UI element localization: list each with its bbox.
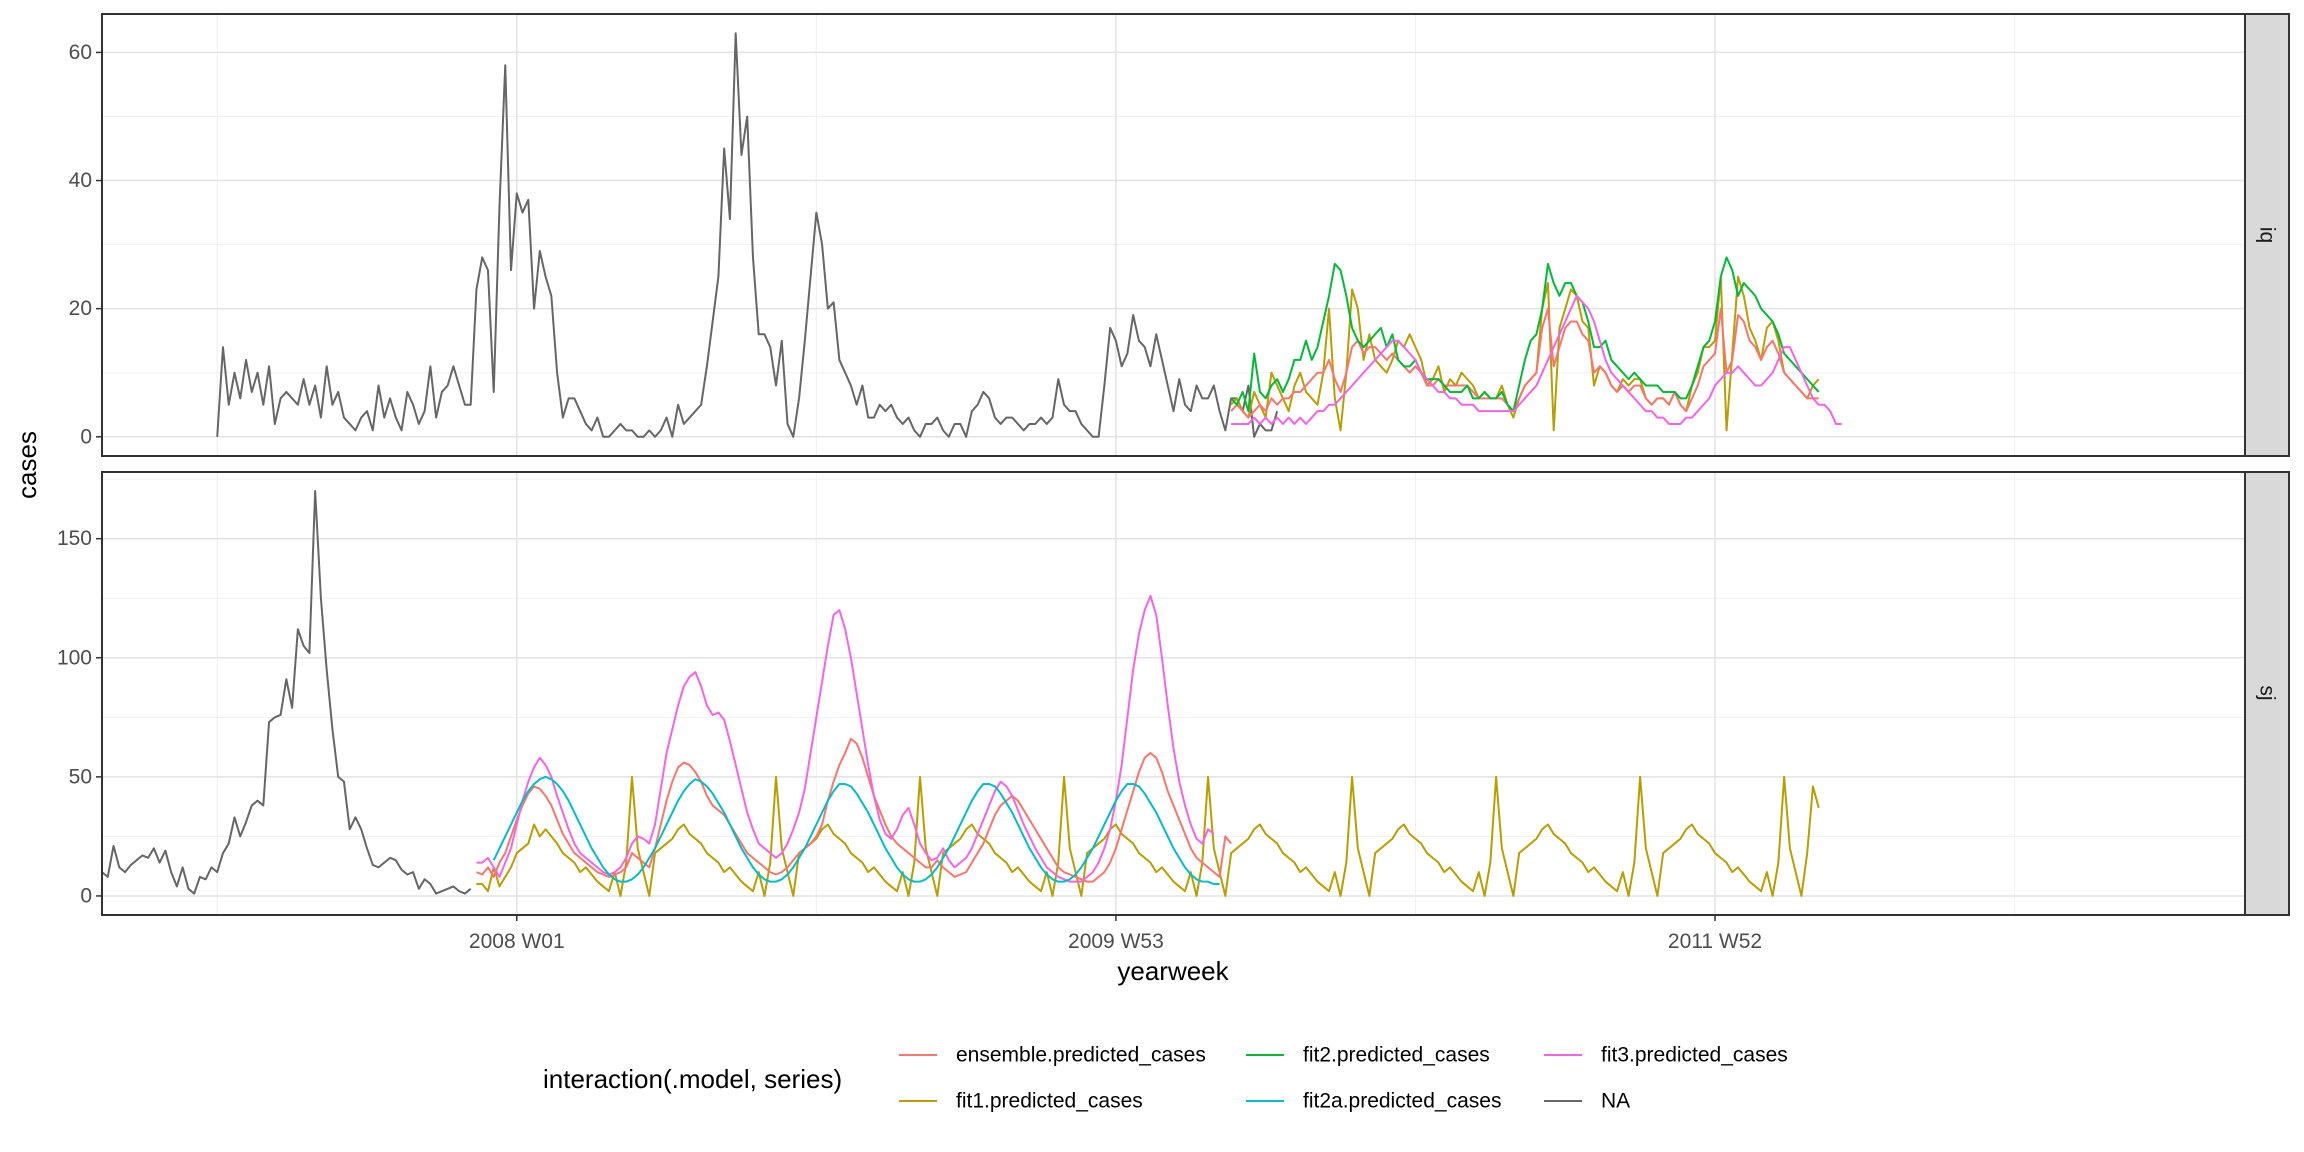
panel-sj-series <box>101 490 1820 897</box>
y-tick-label: 0 <box>80 425 92 448</box>
strip-iq-label: iq <box>2256 227 2279 243</box>
panel-iq-series <box>216 32 1842 438</box>
x-tick-label: 2008 W01 <box>469 930 565 953</box>
panel-sj-y-axis: 0 50 100 150 <box>57 527 102 907</box>
strip-sj-label: sj <box>2256 685 2279 700</box>
x-axis-title: yearweek <box>1117 956 1229 986</box>
y-tick-label: 0 <box>80 884 92 907</box>
legend: interaction(.model, series) ensemble.pre… <box>543 1044 1788 1113</box>
legend-label-fit2a: fit2a.predicted_cases <box>1303 1090 1501 1113</box>
strip-sj-background <box>2244 471 2290 916</box>
series-line-fit2 <box>1230 256 1820 413</box>
legend-label-fit2: fit2.predicted_cases <box>1303 1044 1490 1067</box>
y-tick-label: 60 <box>69 41 92 64</box>
series-line-na <box>216 32 1279 438</box>
series-line-fit2a <box>492 775 1220 886</box>
legend-label-fit1: fit1.predicted_cases <box>956 1090 1143 1113</box>
panel-iq: 0 20 40 60 iq <box>69 13 2290 457</box>
panel-sj-background <box>102 472 2245 915</box>
y-tick-label: 100 <box>57 646 92 669</box>
y-tick-label: 150 <box>57 527 92 550</box>
x-axis: 2008 W01 2009 W53 2011 W52 <box>469 915 1762 953</box>
x-tick-label: 2009 W53 <box>1068 930 1164 953</box>
legend-label-na: NA <box>1601 1090 1630 1113</box>
panel-iq-gridlines <box>102 14 2245 456</box>
x-tick-label: 2011 W52 <box>1668 930 1762 953</box>
legend-label-fit3: fit3.predicted_cases <box>1601 1044 1788 1067</box>
series-line-fit3 <box>476 594 1215 883</box>
legend-title: interaction(.model, series) <box>543 1064 842 1094</box>
y-tick-label: 40 <box>69 169 92 192</box>
panel-sj: 0 50 100 150 sj <box>57 471 2290 916</box>
y-tick-label: 20 <box>69 297 92 320</box>
legend-label-ensemble: ensemble.predicted_cases <box>956 1044 1206 1067</box>
panel-iq-y-axis: 0 20 40 60 <box>69 41 102 448</box>
series-line-fit3 <box>1231 294 1842 425</box>
series-line-fit1 <box>476 775 1820 897</box>
series-line-na <box>101 490 472 895</box>
strip-iq-background <box>2244 13 2290 457</box>
panel-iq-background <box>102 14 2245 456</box>
series-line-ensemble <box>1230 307 1819 419</box>
y-axis-title: cases <box>12 431 42 499</box>
y-tick-label: 50 <box>69 765 92 788</box>
panel-sj-gridlines <box>102 472 2245 915</box>
series-line-ensemble <box>476 737 1232 883</box>
legend-items: ensemble.predicted_cases fit1.predicted_c… <box>899 1044 1788 1113</box>
